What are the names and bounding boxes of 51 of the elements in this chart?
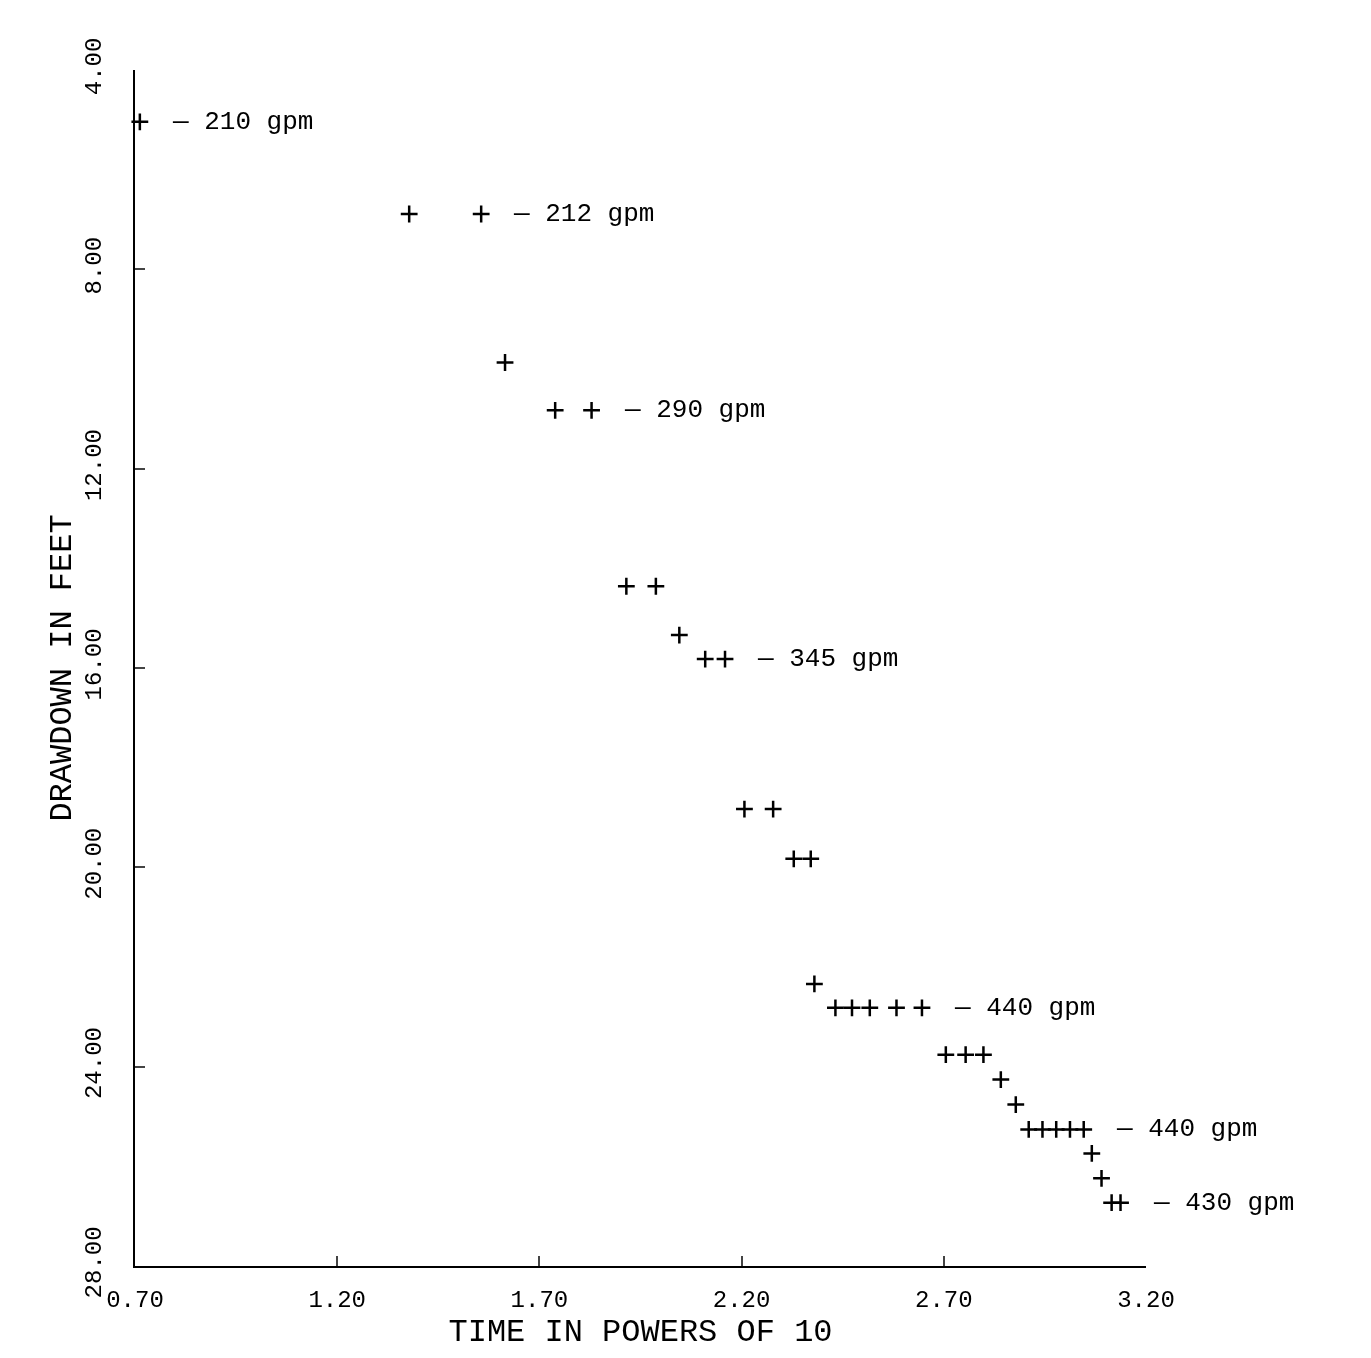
point (734, 799, 755, 819)
point (471, 204, 491, 224)
y-axis-title: DRAWDOWN IN FEET (44, 514, 82, 822)
point (1074, 1119, 1094, 1140)
annotation: — 212 gpm (513, 199, 655, 229)
point (1006, 1094, 1026, 1115)
point (545, 400, 565, 421)
y-tick-label: 16.00 (81, 628, 109, 701)
point (616, 576, 636, 596)
y-tick-label: 8.00 (81, 236, 109, 295)
annotation: — 440 gpm (1116, 1114, 1258, 1144)
point (886, 998, 907, 1018)
annotation: — 210 gpm (172, 107, 314, 137)
annotation: — 345 gpm (757, 644, 899, 674)
point (715, 649, 735, 669)
y-tick-label: 20.00 (81, 827, 109, 900)
y-tick-label: 12.00 (81, 429, 109, 502)
x-tick-label: 0.70 (106, 1286, 164, 1314)
annotation: — 430 gpm (1153, 1188, 1295, 1218)
annotation: — 290 gpm (624, 395, 766, 425)
x-tick-label: 1.20 (308, 1286, 366, 1314)
point (955, 1045, 976, 1065)
x-tick-label: 3.20 (1117, 1286, 1175, 1314)
point (1091, 1168, 1112, 1188)
point (801, 849, 821, 869)
y-tick-label: 4.00 (81, 37, 109, 96)
point (804, 974, 825, 994)
point (581, 400, 602, 421)
point (842, 998, 862, 1018)
point (784, 849, 804, 869)
annotation: — 440 gpm (954, 993, 1096, 1023)
point (399, 204, 419, 224)
point (936, 1045, 956, 1065)
point (1082, 1143, 1102, 1164)
point (912, 998, 932, 1018)
point (973, 1045, 994, 1065)
point (991, 1069, 1011, 1090)
point (860, 998, 880, 1018)
point (1110, 1193, 1131, 1213)
x-tick-label: 2.70 (915, 1286, 973, 1314)
x-axis-title: TIME IN POWERS OF 10 (448, 1313, 833, 1351)
x-tick-label: 2.20 (712, 1286, 771, 1314)
x-tick-label: 1.70 (510, 1286, 569, 1314)
point (669, 625, 689, 645)
point (495, 352, 515, 373)
point (646, 576, 666, 596)
point (763, 799, 783, 819)
point (130, 112, 150, 132)
point (695, 649, 715, 669)
point (825, 998, 846, 1018)
y-tick-label: 24.00 (81, 1027, 109, 1100)
